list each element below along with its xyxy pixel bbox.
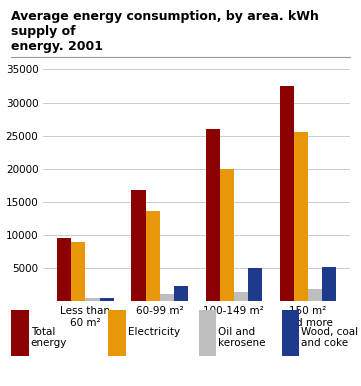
Bar — [71, 242, 86, 301]
Bar — [220, 169, 234, 301]
Bar — [11, 310, 29, 356]
Bar — [308, 288, 322, 301]
Text: Total
energy: Total energy — [31, 327, 67, 348]
Bar — [108, 310, 126, 356]
Bar — [234, 292, 248, 301]
Bar — [282, 310, 300, 356]
Bar — [322, 267, 336, 301]
Text: Average energy consumption, by area. kWh supply of
energy. 2001: Average energy consumption, by area. kWh… — [11, 10, 319, 53]
Bar — [294, 132, 308, 301]
Bar — [100, 298, 114, 301]
Text: Oil and
kerosene: Oil and kerosene — [218, 327, 266, 348]
Bar — [57, 238, 71, 301]
Bar — [131, 190, 145, 301]
Bar — [199, 310, 217, 356]
Bar — [206, 129, 220, 301]
Bar — [145, 211, 160, 301]
Text: Wood, coal
and coke: Wood, coal and coke — [301, 327, 358, 348]
Bar — [86, 298, 100, 301]
Bar — [248, 268, 262, 301]
Bar — [280, 86, 294, 301]
Text: Electricity: Electricity — [128, 327, 180, 337]
Bar — [160, 294, 174, 301]
Bar — [174, 286, 188, 301]
